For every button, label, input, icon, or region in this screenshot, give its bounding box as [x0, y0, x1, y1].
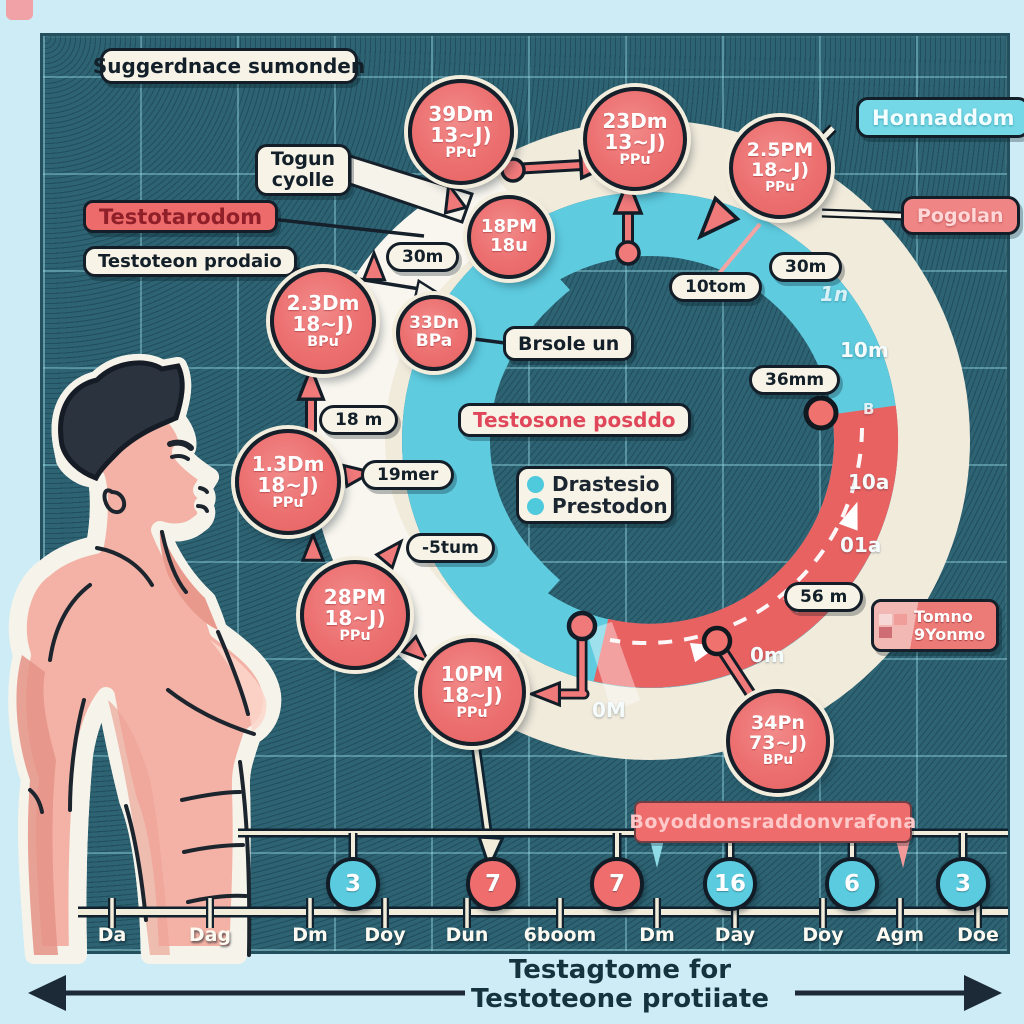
legend-dot-icon: [527, 475, 544, 493]
axis-label: Agm: [875, 924, 925, 946]
cycle-node: 10PM 18~J) PPu: [418, 638, 526, 746]
axis-label: Doy: [364, 924, 406, 946]
footer-caption: Testagtome for Testoteone protiiate: [471, 955, 769, 1015]
cycle-node: 39Dm 13~J) PPu: [408, 79, 514, 185]
right-arrowhead-icon: [964, 975, 1002, 1011]
axis-label: Day: [714, 924, 756, 946]
cycle-node: 18PM 18u: [467, 195, 551, 279]
time-pill: 18 m: [319, 405, 399, 435]
callout-testotarodom: Testotarodom: [83, 200, 279, 233]
time-pill: 56 m: [784, 582, 864, 612]
swatch: [894, 613, 907, 625]
time-pill: 30m: [769, 252, 843, 282]
axis-label: Doe: [957, 924, 999, 946]
timeline-marker: 3: [326, 857, 380, 911]
timeline-marker: 6: [825, 857, 879, 911]
cycle-node: 2.5PM 18~J) PPu: [729, 117, 831, 219]
ring-mark: 0m: [750, 643, 785, 667]
axis-label: Doy: [802, 924, 844, 946]
timeline-marker: 3: [936, 857, 990, 911]
axis-label: Dm: [292, 924, 328, 946]
callout-pogolan: Pogolan: [901, 196, 1020, 235]
axis-label: 6boom: [523, 924, 597, 946]
ring-mark: 10a: [848, 470, 890, 494]
timeline-marker: 7: [466, 857, 520, 911]
callout-brsole: Brsole un: [503, 326, 635, 361]
ring-mark: 1n: [820, 282, 849, 306]
time-pill: -5tum: [406, 533, 495, 563]
corner-decoration: [6, 0, 33, 20]
axis-label: Dun: [445, 924, 489, 946]
ring-mark: 0M: [592, 698, 626, 722]
swatch: [879, 626, 892, 638]
cycle-node: 33Dn BPa: [396, 295, 472, 371]
cycle-node: 28PM 18~J) PPu: [300, 560, 410, 670]
time-pill: 19mer: [361, 460, 455, 490]
legend-item: Drastesio: [527, 474, 663, 494]
cycle-node: 1.3Dm 18~J) PPu: [235, 429, 341, 535]
timeline-marker: 7: [590, 857, 644, 911]
cycle-node: 23Dm 13~J) PPu: [583, 87, 687, 191]
legend-item: Prestodon: [527, 496, 668, 516]
phase-banner: Boyoddonsraddonvrafona: [629, 801, 916, 843]
timeline-marker: 16: [703, 857, 757, 911]
axis-label: Dag: [188, 924, 232, 946]
left-arrowhead-icon: [28, 975, 66, 1011]
callout-togun-cycle: Togun cyolle: [255, 144, 351, 196]
callout-honnaddom: Honnaddom: [856, 97, 1024, 138]
callout-testoteon-prodaio: Testoteon prodaio: [83, 246, 297, 277]
cycle-node: 2.3Dm 18~J) BPu: [270, 268, 376, 374]
title-box: Suggerdnace sumonden: [93, 48, 365, 84]
cycle-node: 34Pn 73~J) BPu: [726, 689, 830, 793]
ring-mark: 01a: [840, 533, 882, 557]
time-pill: 30m: [386, 242, 460, 272]
mini-legend-swatches: [878, 613, 910, 639]
axis-label: Dm: [639, 924, 675, 946]
time-pill: 10tom: [669, 272, 763, 302]
time-pill: 36mm: [749, 365, 841, 395]
legend-dot-icon: [527, 497, 544, 515]
callout-testosone-posddo: Testosone posddo: [458, 403, 691, 437]
ring-mark: B: [863, 400, 875, 418]
legend-box: Drastesio Prestodon: [516, 466, 674, 524]
mini-legend-box: Tomno 9Yonmo: [871, 599, 999, 652]
axis-label: Da: [97, 924, 127, 946]
ring-mark: 10m: [840, 338, 889, 362]
swatch: [879, 613, 892, 625]
